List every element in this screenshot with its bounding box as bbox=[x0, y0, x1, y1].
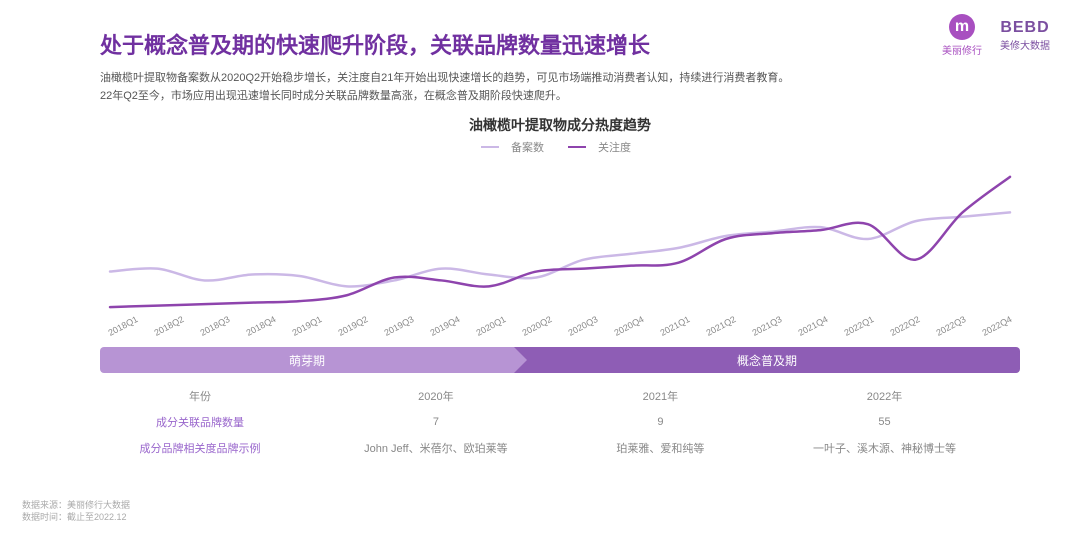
brand-table: 年份2020年2021年2022年 成分关联品牌数量7955成分品牌相关度品牌示… bbox=[100, 383, 1020, 461]
chart-series-line bbox=[110, 177, 1010, 307]
table-header-cell: 2020年 bbox=[300, 383, 572, 409]
table-row: 成分品牌相关度品牌示例John Jeff、米蓓尔、欧珀莱等珀莱雅、爱和纯等一叶子… bbox=[100, 435, 1020, 461]
logo-b-main: BEBD bbox=[1000, 19, 1049, 37]
legend-item: 关注度 bbox=[568, 139, 639, 155]
table-header-cell: 年份 bbox=[100, 383, 300, 409]
phase-segment: 萌芽期 bbox=[100, 347, 514, 373]
legend-item: 备案数 bbox=[481, 139, 552, 155]
table-row: 成分关联品牌数量7955 bbox=[100, 409, 1020, 435]
chart-legend: 备案数关注度 bbox=[100, 139, 1020, 155]
chart-container: 油橄榄叶提取物成分热度趋势 备案数关注度 2018Q12018Q22018Q32… bbox=[100, 115, 1020, 461]
table-row-label: 成分关联品牌数量 bbox=[100, 409, 300, 435]
line-chart bbox=[100, 159, 1020, 319]
table-cell: 55 bbox=[749, 409, 1020, 435]
logo-m-label: 美丽修行 bbox=[942, 42, 982, 57]
brand-logos: m 美丽修行 BEBD 美修大数据 bbox=[942, 14, 1050, 57]
footer-source: 数据来源：美丽修行大数据 bbox=[22, 499, 130, 512]
logo-m-icon: m bbox=[949, 14, 975, 40]
chart-series-line bbox=[110, 213, 1010, 287]
table-cell: 7 bbox=[300, 409, 572, 435]
table-cell: 珀莱雅、爱和纯等 bbox=[572, 435, 749, 461]
footer-date: 数据时间：截止至2022.12 bbox=[22, 511, 130, 524]
table-header-row: 年份2020年2021年2022年 bbox=[100, 383, 1020, 409]
logo-meilixiuxing: m 美丽修行 bbox=[942, 14, 982, 57]
page-title: 处于概念普及期的快速爬升阶段，关联品牌数量迅速增长 bbox=[100, 28, 1020, 60]
logo-b-label: 美修大数据 bbox=[1000, 37, 1050, 52]
subtitle-line2: 22年Q2至今，市场应用出现迅速增长同时成分关联品牌数量高涨，在概念普及期阶段快… bbox=[100, 88, 1020, 106]
table-cell: 一叶子、溪木源、神秘博士等 bbox=[749, 435, 1020, 461]
subtitle-line1: 油橄榄叶提取物备案数从2020Q2开始稳步增长，关注度自21年开始出现快速增长的… bbox=[100, 70, 1020, 88]
table-cell: John Jeff、米蓓尔、欧珀莱等 bbox=[300, 435, 572, 461]
chart-x-axis-labels: 2018Q12018Q22018Q32018Q42019Q12019Q22019… bbox=[100, 321, 1020, 331]
table-header-cell: 2021年 bbox=[572, 383, 749, 409]
table-header-cell: 2022年 bbox=[749, 383, 1020, 409]
phase-segment: 概念普及期 bbox=[514, 347, 1020, 373]
phase-bar: 萌芽期概念普及期 bbox=[100, 347, 1020, 373]
data-source-footer: 数据来源：美丽修行大数据 数据时间：截止至2022.12 bbox=[22, 499, 130, 524]
table-body: 成分关联品牌数量7955成分品牌相关度品牌示例John Jeff、米蓓尔、欧珀莱… bbox=[100, 409, 1020, 461]
chart-title: 油橄榄叶提取物成分热度趋势 bbox=[100, 115, 1020, 135]
slide-root: m 美丽修行 BEBD 美修大数据 处于概念普及期的快速爬升阶段，关联品牌数量迅… bbox=[0, 0, 1080, 540]
logo-bebd: BEBD 美修大数据 bbox=[1000, 19, 1050, 52]
table-row-label: 成分品牌相关度品牌示例 bbox=[100, 435, 300, 461]
table-cell: 9 bbox=[572, 409, 749, 435]
